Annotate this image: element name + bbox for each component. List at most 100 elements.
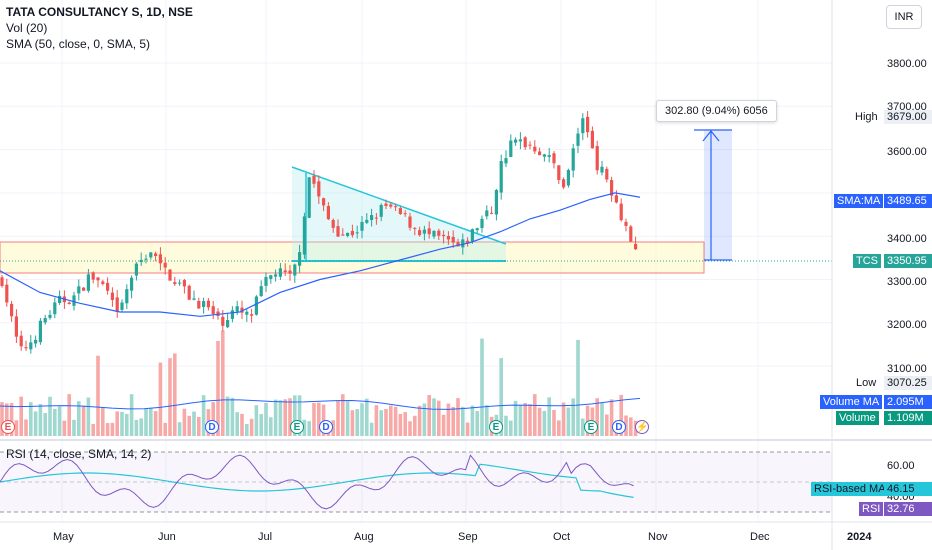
- volume-bar: [518, 405, 523, 436]
- rsi-indicator-legend[interactable]: RSI (14, close, SMA, 14, 2): [6, 447, 152, 461]
- volume-bar: [566, 407, 571, 436]
- price-tick-3100: 3100.00: [887, 363, 927, 375]
- candle-body: [178, 282, 182, 284]
- low-value: 3070.25: [884, 376, 932, 390]
- high-value: 3679.00: [884, 110, 932, 124]
- volume-bar: [408, 421, 412, 436]
- sma-value: 3489.65: [884, 194, 932, 208]
- volume-bar: [182, 408, 187, 436]
- candle-body: [29, 342, 33, 350]
- candle-body: [226, 320, 230, 328]
- rsi-label: RSI: [859, 502, 884, 516]
- volume-indicator-legend[interactable]: Vol (20): [6, 21, 48, 35]
- volume-bar: [240, 413, 244, 436]
- volume-bar: [537, 407, 542, 436]
- lightning-icon[interactable]: ⚡: [635, 420, 649, 434]
- candle-body: [202, 301, 206, 307]
- candle-body: [624, 221, 628, 226]
- candle-body: [38, 320, 42, 343]
- triangle-pattern[interactable]: [292, 167, 506, 261]
- candle-body: [182, 280, 186, 287]
- rsi-tick-60: 60.00: [887, 460, 915, 472]
- candle-body: [154, 253, 158, 256]
- dividend-event-icon[interactable]: D: [205, 420, 219, 434]
- volume-bar: [389, 405, 393, 436]
- month-aug: Aug: [354, 531, 374, 543]
- price-tick-3200: 3200.00: [887, 319, 927, 331]
- volume-value: 1.109M: [884, 411, 932, 425]
- volume-bar: [163, 422, 167, 436]
- candle-body: [533, 146, 537, 152]
- volume-bar: [480, 338, 484, 436]
- symbol-title[interactable]: TATA CONSULTANCY S, 1D, NSE: [6, 5, 193, 19]
- volume-bar: [278, 400, 283, 436]
- volume-bar: [307, 421, 311, 436]
- volume-bar: [33, 411, 38, 436]
- candle-body: [403, 213, 407, 215]
- volume-bar: [605, 414, 609, 436]
- candle-body: [422, 229, 426, 234]
- candle-body: [350, 230, 354, 236]
- volume-bar: [393, 406, 398, 436]
- candle-body: [470, 229, 474, 242]
- volume-bar: [629, 417, 633, 436]
- candle-body: [600, 166, 604, 173]
- candle-body: [245, 311, 249, 315]
- earnings-event-icon[interactable]: E: [489, 420, 503, 434]
- volume-bar: [101, 407, 105, 436]
- candle-body: [442, 234, 446, 237]
- sma-label: SMA:MA: [834, 194, 884, 208]
- volume-bar: [427, 394, 431, 436]
- support-zone[interactable]: [0, 241, 705, 274]
- measure-box[interactable]: [704, 130, 732, 260]
- currency-button[interactable]: INR: [886, 5, 922, 29]
- volume-bar: [120, 411, 124, 436]
- volume-bar: [115, 411, 119, 436]
- earnings-event-icon[interactable]: E: [584, 420, 598, 434]
- candle-body: [235, 306, 239, 312]
- candle-body: [634, 243, 638, 250]
- symbol-label: TCS: [853, 254, 881, 268]
- candle-body: [523, 137, 527, 148]
- candle-body: [86, 274, 90, 291]
- month-oct: Oct: [553, 531, 571, 543]
- volume-bar: [451, 406, 455, 436]
- candle-body: [187, 285, 191, 300]
- volume-bar: [187, 415, 191, 436]
- earnings-event-icon[interactable]: E: [290, 420, 304, 434]
- rsi-line: [0, 454, 634, 510]
- volume-bar: [384, 409, 388, 436]
- candle-body: [398, 208, 402, 214]
- candle-body: [206, 300, 210, 308]
- candlesticks: [0, 111, 638, 354]
- volume-bar: [595, 398, 599, 436]
- candle-body: [139, 259, 143, 263]
- candle-body: [384, 203, 388, 206]
- volume-bar: [62, 420, 67, 436]
- volume-ma-value: 2.095M: [884, 395, 932, 409]
- volume-bar: [153, 411, 158, 436]
- candle-body: [96, 277, 100, 281]
- volume-bar: [542, 410, 547, 436]
- candle-body: [293, 264, 297, 276]
- volume-bar: [29, 402, 33, 436]
- volume-bar: [158, 362, 163, 436]
- sma-indicator-legend[interactable]: SMA (50, close, 0, SMA, 5): [6, 37, 151, 51]
- candle-body: [221, 316, 225, 326]
- candle-body: [110, 292, 114, 300]
- volume-bar: [297, 395, 302, 436]
- candle-body: [43, 318, 47, 323]
- earnings-event-icon[interactable]: E: [1, 420, 15, 434]
- dividend-event-icon[interactable]: D: [319, 420, 333, 434]
- candle-body: [547, 155, 551, 157]
- candle-body: [571, 148, 575, 171]
- candle-body: [389, 204, 393, 207]
- triangle-upper-line[interactable]: [291, 166, 507, 245]
- dividend-event-icon[interactable]: D: [612, 420, 626, 434]
- volume-bar: [173, 353, 177, 436]
- candle-body: [240, 307, 244, 313]
- candle-body: [413, 227, 417, 229]
- candle-body: [259, 286, 263, 297]
- candle-body: [475, 228, 479, 231]
